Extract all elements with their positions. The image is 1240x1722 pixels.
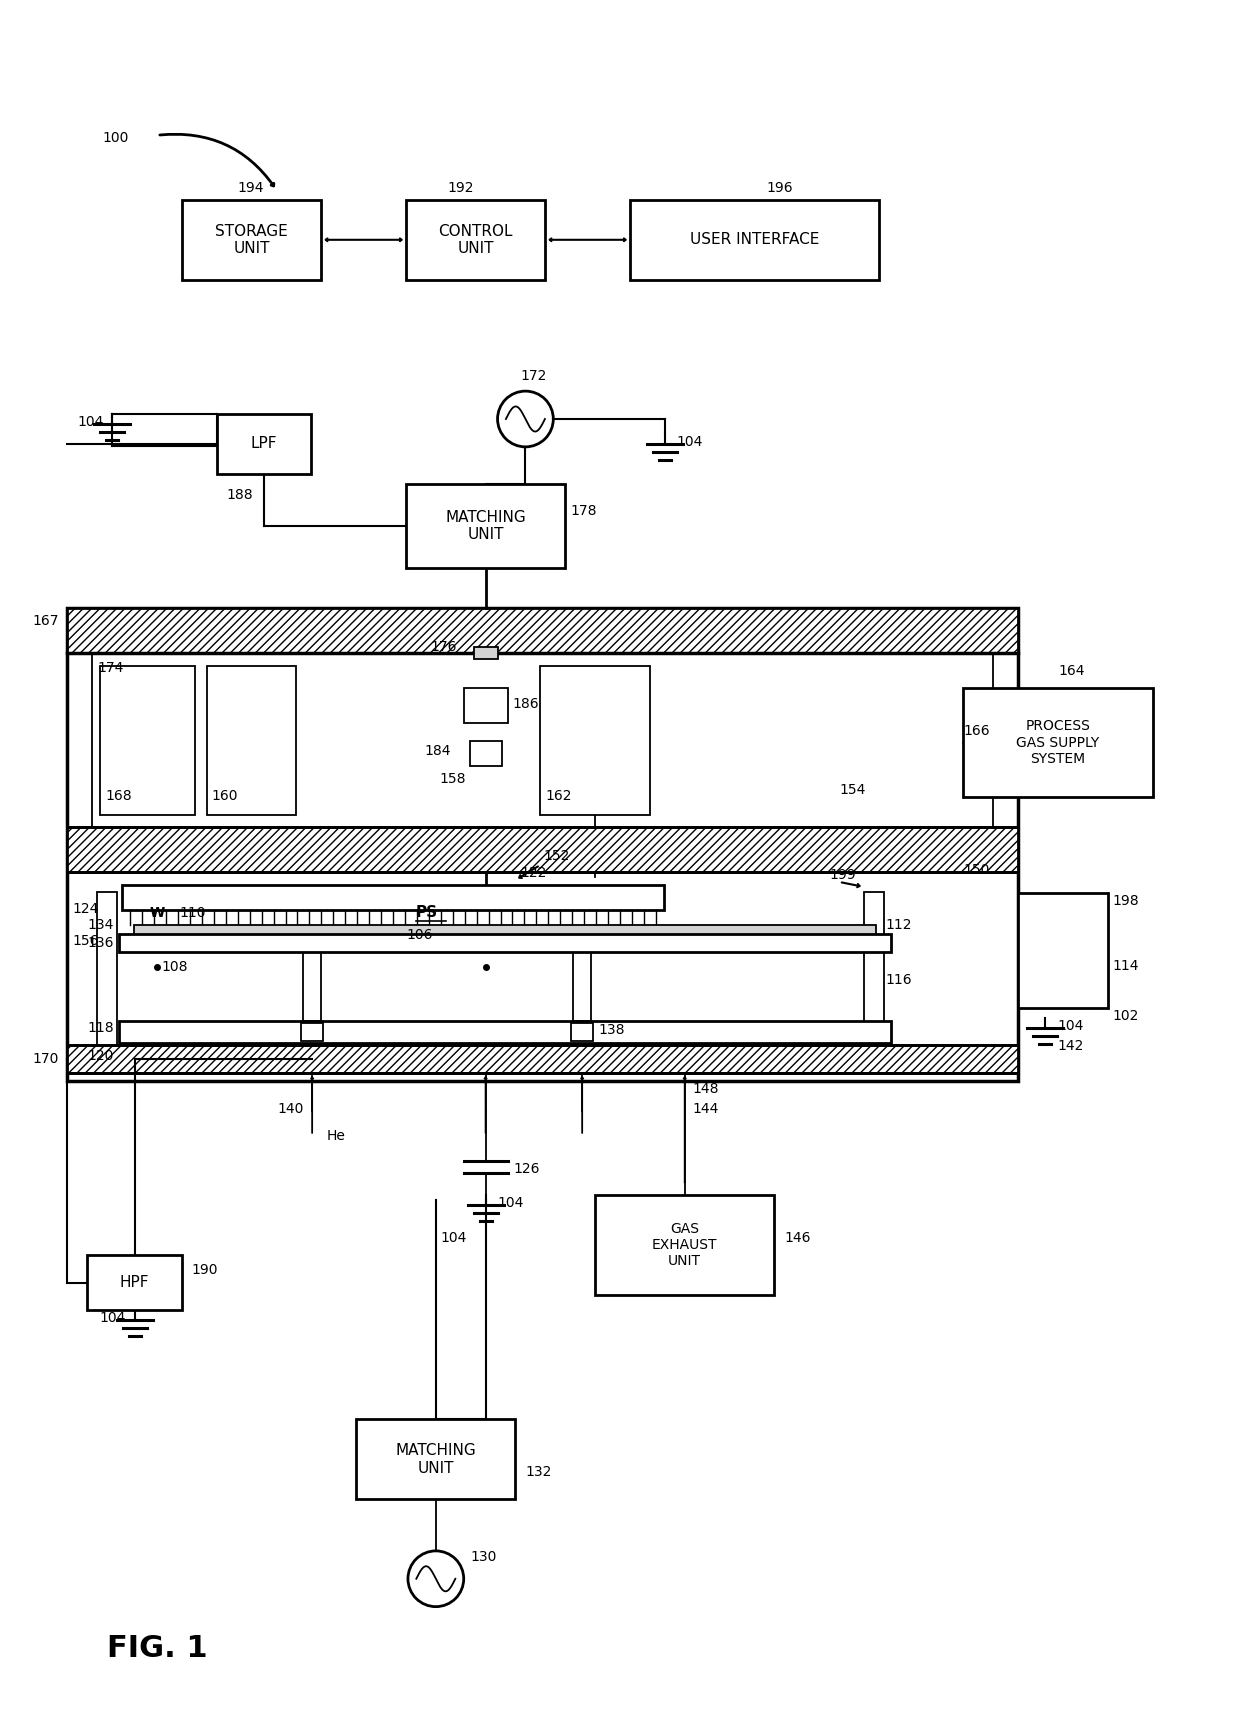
Text: 160: 160: [212, 789, 238, 802]
Text: 124: 124: [72, 902, 99, 916]
Text: 104: 104: [100, 1310, 126, 1324]
Bar: [963, 687, 1153, 797]
Text: CONTROL
UNIT: CONTROL UNIT: [439, 224, 513, 257]
Bar: [405, 200, 546, 279]
Text: 142: 142: [1056, 1038, 1084, 1052]
Text: 104: 104: [1056, 1019, 1084, 1033]
Text: 192: 192: [448, 181, 474, 195]
Text: 102: 102: [1112, 1009, 1140, 1023]
Text: 140: 140: [278, 1102, 304, 1116]
Text: 186: 186: [512, 697, 539, 711]
Text: 196: 196: [766, 181, 794, 195]
Text: 110: 110: [179, 906, 206, 920]
Bar: [123, 885, 665, 909]
Text: 194: 194: [238, 181, 264, 195]
Bar: [67, 608, 1018, 653]
Text: MATCHING
UNIT: MATCHING UNIT: [445, 510, 526, 542]
Bar: [182, 200, 321, 279]
Text: 168: 168: [105, 789, 131, 802]
Text: 190: 190: [192, 1264, 218, 1278]
Text: PROCESS
GAS SUPPLY
SYSTEM: PROCESS GAS SUPPLY SYSTEM: [1017, 720, 1100, 766]
Bar: [464, 687, 507, 723]
Text: 120: 120: [87, 1049, 114, 1062]
Text: 100: 100: [103, 131, 129, 145]
Text: 136: 136: [87, 937, 114, 951]
Bar: [573, 952, 591, 1021]
Text: 104: 104: [497, 1197, 525, 1211]
Text: 152: 152: [543, 849, 569, 863]
Text: 116: 116: [885, 973, 913, 987]
Text: 158: 158: [440, 771, 466, 785]
Text: 112: 112: [885, 918, 913, 932]
Bar: [303, 952, 321, 1021]
Bar: [119, 1021, 890, 1044]
Text: 108: 108: [161, 961, 187, 975]
Bar: [470, 740, 501, 766]
Text: 178: 178: [570, 503, 596, 518]
Text: 138: 138: [598, 1023, 625, 1037]
Bar: [541, 666, 650, 815]
Text: He: He: [327, 1128, 346, 1143]
Bar: [595, 1195, 774, 1295]
Text: 144: 144: [693, 1102, 719, 1116]
Text: 104: 104: [677, 436, 703, 449]
Bar: [67, 608, 1018, 1081]
Text: MATCHING
UNIT: MATCHING UNIT: [396, 1443, 476, 1476]
Bar: [134, 925, 875, 935]
Bar: [301, 1023, 324, 1042]
Text: 148: 148: [693, 1081, 719, 1095]
Text: 176: 176: [430, 641, 458, 654]
Text: 164: 164: [1058, 663, 1085, 678]
Text: 162: 162: [546, 789, 572, 802]
Text: 150: 150: [963, 863, 990, 876]
Text: 132: 132: [526, 1465, 552, 1479]
Text: PS: PS: [415, 904, 438, 920]
Text: LPF: LPF: [250, 436, 278, 451]
Text: 199: 199: [830, 868, 856, 882]
Text: 104: 104: [77, 415, 104, 429]
Bar: [87, 1255, 182, 1310]
Text: W: W: [149, 906, 165, 920]
Bar: [67, 1045, 1018, 1073]
Text: FIG. 1: FIG. 1: [108, 1634, 208, 1663]
Text: 184: 184: [425, 744, 451, 758]
Text: 146: 146: [784, 1231, 811, 1245]
Bar: [572, 1023, 593, 1042]
Bar: [474, 647, 497, 660]
Text: 134: 134: [87, 918, 114, 933]
Text: 188: 188: [227, 487, 253, 501]
Text: 170: 170: [32, 1052, 60, 1066]
Bar: [100, 666, 195, 815]
Text: 122: 122: [521, 866, 547, 880]
Bar: [864, 892, 884, 1050]
Bar: [217, 413, 311, 474]
Text: 172: 172: [521, 369, 547, 384]
Text: 126: 126: [513, 1162, 539, 1176]
Text: 156: 156: [72, 933, 99, 947]
Text: 154: 154: [839, 784, 866, 797]
Text: 118: 118: [87, 1021, 114, 1035]
Bar: [67, 827, 1018, 871]
Text: 130: 130: [471, 1550, 497, 1564]
Text: 106: 106: [405, 928, 433, 942]
Bar: [630, 200, 879, 279]
Text: USER INTERFACE: USER INTERFACE: [689, 232, 820, 248]
Text: STORAGE
UNIT: STORAGE UNIT: [216, 224, 288, 257]
Bar: [356, 1419, 516, 1500]
Text: 167: 167: [32, 615, 60, 629]
Bar: [207, 666, 296, 815]
Text: 174: 174: [98, 661, 124, 675]
Text: 114: 114: [1112, 959, 1140, 973]
Bar: [98, 892, 118, 1050]
Bar: [405, 484, 565, 568]
Text: GAS
EXHAUST
UNIT: GAS EXHAUST UNIT: [652, 1223, 718, 1269]
Text: 104: 104: [440, 1231, 467, 1245]
Bar: [92, 653, 993, 827]
Bar: [119, 935, 890, 952]
Text: 166: 166: [963, 723, 990, 737]
Text: 198: 198: [1112, 894, 1140, 907]
Text: HPF: HPF: [120, 1274, 150, 1290]
Bar: [1018, 892, 1107, 1007]
